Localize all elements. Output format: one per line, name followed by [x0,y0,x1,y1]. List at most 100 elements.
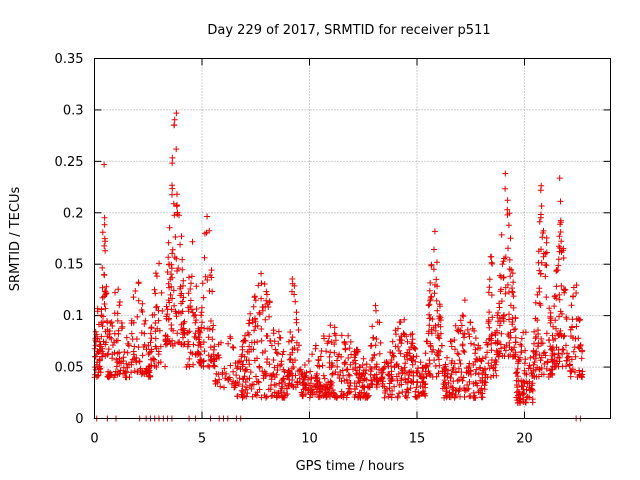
data-point [520,399,527,406]
data-point [328,339,335,346]
data-point [204,325,211,332]
data-point [163,303,170,310]
data-point [105,350,112,357]
data-point [108,335,115,342]
data-point [473,355,480,362]
data-point [255,282,262,289]
data-point [111,310,118,317]
data-point [402,376,409,383]
data-point [135,344,142,351]
data-point [165,254,172,261]
data-point [467,368,474,375]
data-point [301,362,308,368]
data-point [419,375,425,382]
data-point [558,238,565,245]
data-point [190,341,197,348]
data-point [471,394,478,401]
data-point [142,368,149,374]
data-point [166,224,173,231]
data-point [193,283,200,290]
data-point [230,344,237,351]
data-point [525,365,532,372]
data-point [153,364,160,370]
data-point [422,368,429,375]
data-point [341,377,348,384]
data-point [444,354,450,361]
data-point [520,391,527,398]
data-point [334,357,340,364]
data-point [518,349,525,355]
data-point [506,311,512,318]
data-point [551,303,558,310]
data-point [425,302,432,309]
data-point [488,259,495,266]
data-point [289,349,296,356]
data-point [176,212,182,219]
data-point [578,372,585,379]
x-tick-label: 10 [301,432,318,447]
data-point [249,319,256,326]
data-point [505,331,511,338]
data-point [228,380,235,387]
data-point [499,315,506,322]
data-point [338,332,345,339]
data-point [116,302,123,309]
data-point [114,317,121,324]
data-point [115,327,122,334]
data-point [572,369,578,376]
data-point [207,357,214,363]
data-point [326,353,333,360]
data-point [250,303,257,310]
data-point [101,301,108,307]
data-point [124,340,131,347]
data-point [380,378,386,385]
data-point [471,341,478,348]
data-point [343,376,350,383]
data-point [517,396,524,402]
data-point [247,310,254,317]
x-axis-label: GPS time / hours [296,459,405,474]
data-point [547,313,554,320]
data-point [426,311,433,318]
data-point [375,377,382,384]
data-point [254,338,261,345]
data-point [197,341,204,348]
data-point [290,383,297,390]
data-point [170,327,177,334]
data-point [101,214,108,221]
data-point [391,383,398,390]
data-point [256,311,263,318]
data-point [174,191,180,198]
data-point [518,383,525,390]
data-point [410,354,417,360]
data-point [420,364,427,371]
data-point [546,305,553,312]
data-point [205,352,212,359]
data-point [503,342,510,349]
data-point [258,295,265,302]
data-point [361,383,368,390]
data-point [441,366,448,373]
data-point [329,371,336,378]
data-point [287,356,294,362]
data-point [324,340,331,347]
data-point [98,343,105,350]
data-point [129,356,136,363]
data-point [510,279,517,286]
data-point [251,327,258,334]
data-point [128,369,135,376]
data-point [511,326,517,333]
data-point [423,363,430,369]
data-point [286,356,293,363]
data-point [433,373,440,380]
data-point [241,373,248,380]
data-point [452,346,458,353]
data-point [345,385,352,392]
data-point [268,393,275,400]
data-point [556,291,563,298]
data-point [444,373,451,380]
data-point [466,331,472,338]
data-point [485,320,492,327]
data-point [209,326,216,333]
data-point [280,348,287,355]
